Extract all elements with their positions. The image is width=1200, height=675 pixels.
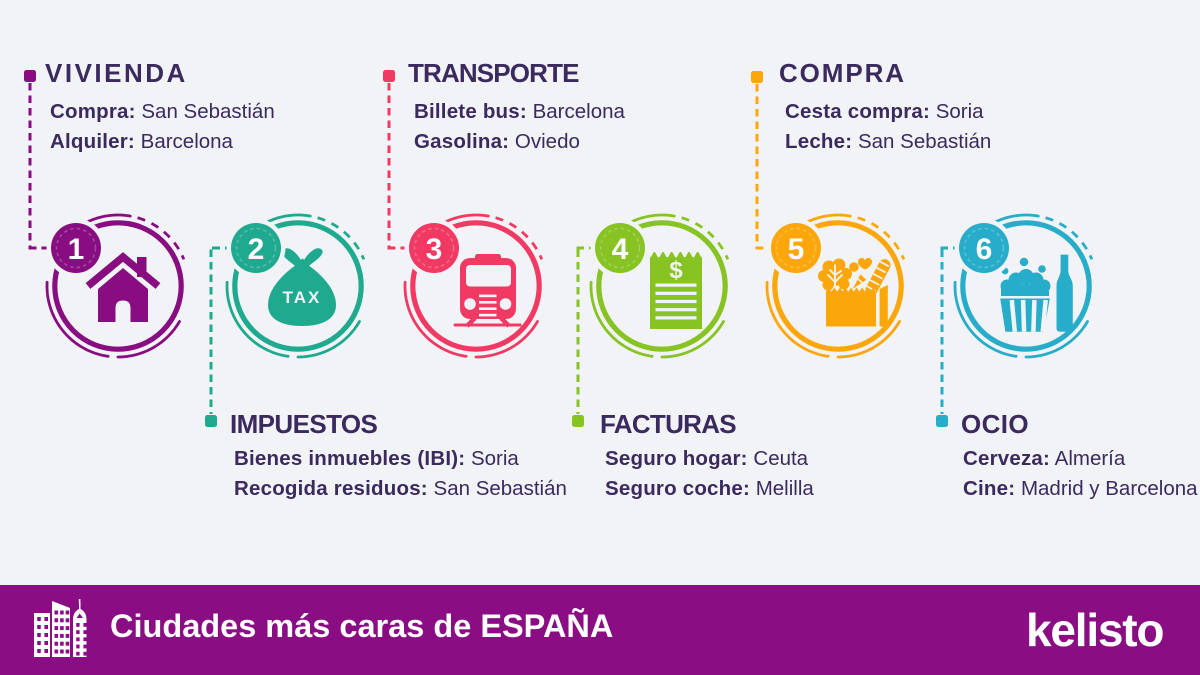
svg-text:6: 6 — [976, 233, 993, 266]
svg-text:5: 5 — [788, 233, 805, 266]
svg-text:2: 2 — [248, 233, 265, 266]
svg-text:4: 4 — [612, 233, 629, 266]
svg-text:TAX: TAX — [283, 288, 322, 307]
svg-text:$: $ — [669, 257, 683, 284]
svg-text:3: 3 — [426, 233, 443, 266]
svg-text:1: 1 — [68, 233, 85, 266]
